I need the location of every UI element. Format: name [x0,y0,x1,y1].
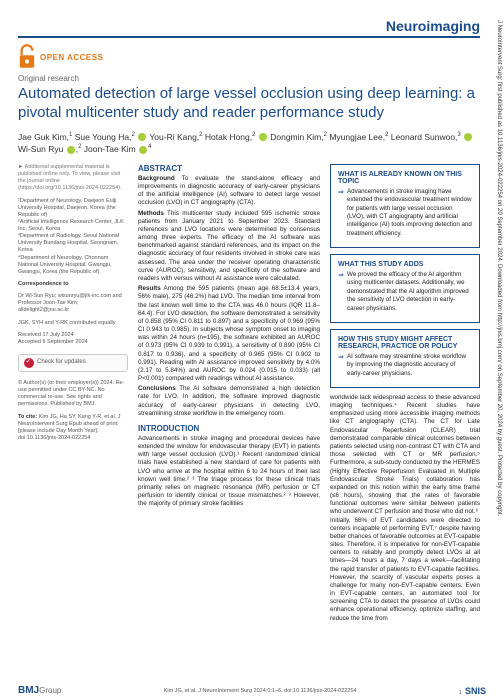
known-box: WHAT IS ALREADY KNOWN ON THIS TOPIC Adva… [330,164,480,248]
main-column: ABSTRACT Background To evaluate the stan… [138,164,320,623]
snis-logo: SNIS [465,686,486,696]
impact-box: HOW THIS STUDY MIGHT AFFECT RESEARCH, PR… [330,329,480,388]
dates: Received 17 July 2024 Accepted 6 Septemb… [18,332,128,346]
article-category [18,18,20,25]
adds-box-item: We proved the efficacy of the AI algorit… [338,271,472,313]
right-column: WHAT IS ALREADY KNOWN ON THIS TOPIC Adva… [330,164,480,623]
copyright: © Author(s) (or their employer(s)) 2024.… [18,380,128,409]
adds-box: WHAT THIS STUDY ADDS We proved the effic… [330,254,480,323]
affiliations: ¹Department of Neurology, Daejeon Eulji … [18,198,128,277]
journal-section: Neuroimaging [386,18,480,34]
footer-citation: Kim JG, et al. J NeuroIntervent Surg 202… [164,688,357,694]
check-icon [24,358,34,368]
open-lock-icon [18,44,36,70]
correspondence-text: Dr Wi-Sun Ryu; wisunryu@jlk-inc.com and … [18,293,128,314]
orcid-icon [138,133,146,141]
adds-box-heading: WHAT THIS STUDY ADDS [338,261,472,268]
vertical-citation: J NeuroIntervent Surg: first published a… [496,20,502,680]
known-box-heading: WHAT IS ALREADY KNOWN ON THIS TOPIC [338,171,472,185]
orcid-icon [464,133,472,141]
check-updates-button[interactable]: Check for updates [18,354,128,372]
footer-right: 1 SNIS [459,686,486,696]
main-columns: ► Additional supplemental material is pu… [18,164,480,623]
abstract-heading: ABSTRACT [138,164,320,173]
intro-body: Advancements in stroke imaging and proce… [138,435,320,509]
open-access-label: OPEN ACCESS [40,53,103,62]
header-bar: Neuroimaging [18,18,480,38]
open-access-badge: OPEN ACCESS [18,44,480,70]
known-box-item: Advancements in stroke imaging have exte… [338,188,472,238]
abstract-body: Background To evaluate the stand-alone e… [138,175,320,418]
impact-box-heading: HOW THIS STUDY MIGHT AFFECT RESEARCH, PR… [338,336,472,350]
bmj-logo: BMJGroup [18,685,61,696]
impact-box-item: AI software may streamline stroke workfl… [338,353,472,378]
citation-block: To cite: Kim JG, Ha SY, Kang Y-R, et al.… [18,414,128,443]
orcid-icon [139,146,147,154]
correspondence-heading: Correspondence to [18,281,128,288]
sidebar: ► Additional supplemental material is pu… [18,164,128,623]
footer: BMJGroup Kim JG, et al. J NeuroIntervent… [0,685,504,696]
check-updates-label: Check for updates [37,359,86,367]
contribution-note: JGK, SYH and Y-RK contributed equally. [18,320,128,327]
supplemental-note: ► Additional supplemental material is pu… [18,164,128,193]
article-type: Original research [18,74,480,83]
orcid-icon [259,133,267,141]
author-list: Jae Guk Kim,1 Sue Young Ha,2 You-Ri Kang… [18,131,480,156]
intro-heading: INTRODUCTION [138,424,320,433]
orcid-icon [67,146,75,154]
right-body-text: worldwide lack widespread access to thes… [330,394,480,623]
page-container: Neuroimaging OPEN ACCESS Original resear… [0,0,504,633]
article-title: Automated detection of large vessel occl… [18,85,480,123]
